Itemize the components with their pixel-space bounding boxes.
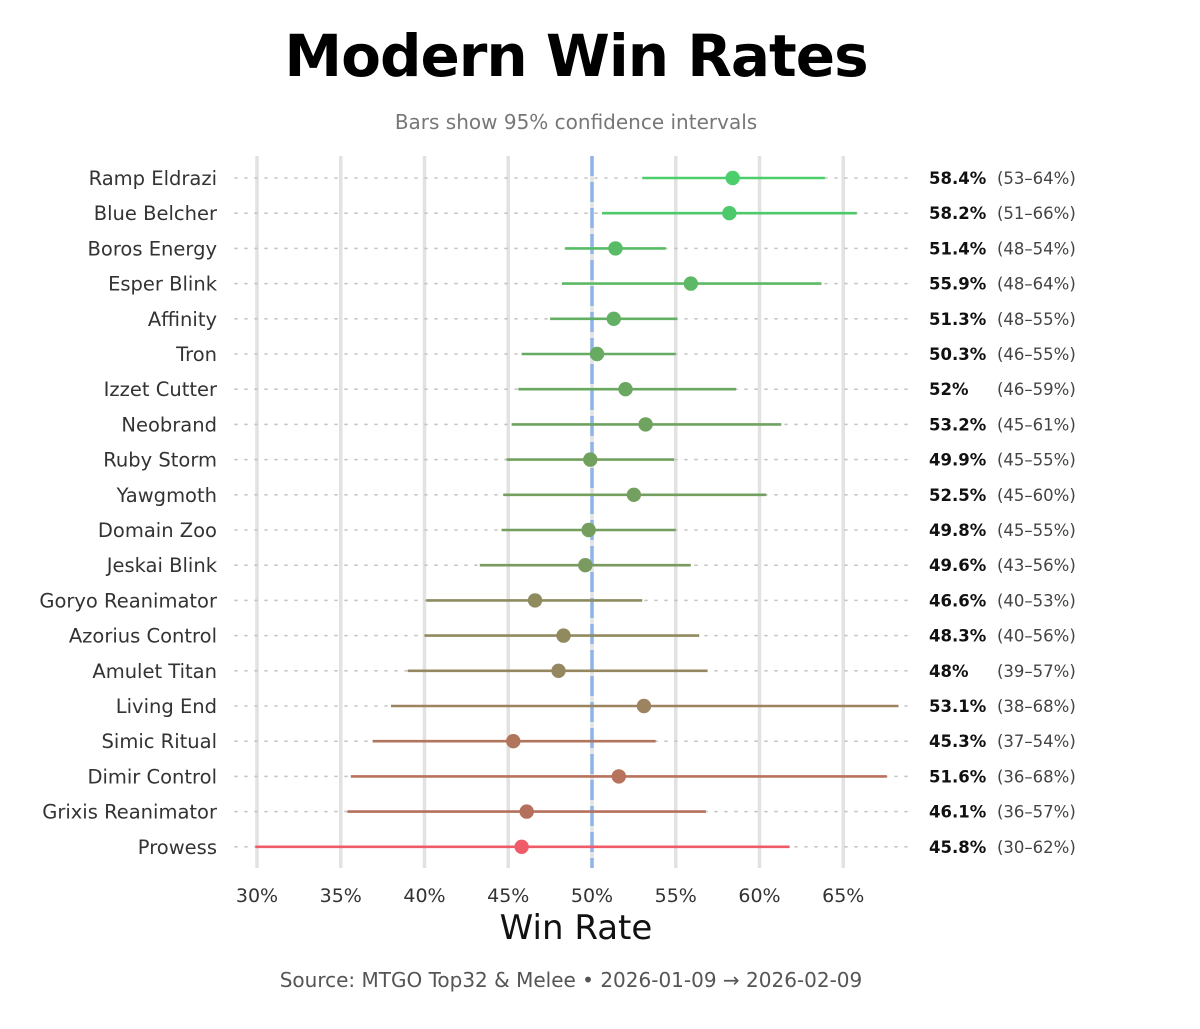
category-label: Grixis Reanimator <box>42 801 218 824</box>
point-estimate <box>611 769 626 784</box>
category-label: Azorius Control <box>69 625 217 648</box>
point-estimate <box>606 311 621 326</box>
point-estimate <box>636 698 652 714</box>
category-label: Boros Energy <box>88 237 217 260</box>
ci-label: (46–59%) <box>997 380 1076 399</box>
source-caption: Source: MTGO Top32 & Melee • 2026-01-09 … <box>279 968 863 992</box>
value-label: 46.6% <box>929 591 987 610</box>
point-estimate <box>683 276 699 291</box>
value-label: 52.5% <box>929 486 987 505</box>
category-label: Izzet Cutter <box>104 378 218 401</box>
point-estimate <box>626 487 642 502</box>
ci-label: (45–61%) <box>997 415 1076 434</box>
point-estimate <box>589 346 605 362</box>
point-estimate <box>519 804 534 819</box>
point-estimate <box>527 593 543 608</box>
x-axis-label: Win Rate <box>499 908 653 948</box>
x-tick-label: 50% <box>571 885 613 907</box>
x-tick-label: 55% <box>655 885 697 907</box>
category-label: Living End <box>116 695 217 718</box>
value-label: 53.1% <box>929 697 987 716</box>
ci-label: (45–55%) <box>997 451 1076 470</box>
ci-label: (36–68%) <box>997 767 1076 786</box>
x-tick-label: 40% <box>403 885 445 907</box>
point-estimate <box>725 170 740 186</box>
point-estimate <box>722 206 737 221</box>
value-label: 52% <box>929 380 969 399</box>
category-label: Esper Blink <box>108 273 218 296</box>
ci-label: (46–55%) <box>997 345 1076 364</box>
category-label: Amulet Titan <box>92 660 217 683</box>
ci-label: (43–56%) <box>997 556 1076 575</box>
value-label: 46.1% <box>929 803 987 822</box>
value-label: 49.9% <box>929 451 987 470</box>
chart-subtitle: Bars show 95% confidence intervals <box>394 110 758 134</box>
category-label: Blue Belcher <box>94 202 218 225</box>
value-label: 51.4% <box>929 239 987 258</box>
point-estimate <box>618 382 633 397</box>
category-label: Jeskai Blink <box>105 554 218 577</box>
category-label: Yawgmoth <box>116 484 217 507</box>
value-label: 53.2% <box>929 415 987 434</box>
ci-label: (51–66%) <box>997 204 1076 223</box>
ci-label: (48–54%) <box>997 239 1076 258</box>
category-label: Affinity <box>148 308 217 331</box>
value-label: 58.4% <box>929 169 987 188</box>
value-label: 48% <box>929 662 969 681</box>
row-layer: Ramp Eldrazi 58.4% (53–64%) Blue Belcher 58.… <box>39 167 1075 859</box>
x-tick-label: 60% <box>738 885 780 907</box>
value-label: 45.8% <box>929 838 987 857</box>
ci-label: (40–53%) <box>997 591 1076 610</box>
category-label: Prowess <box>138 836 217 859</box>
value-label: 51.3% <box>929 310 987 329</box>
category-label: Domain Zoo <box>98 519 217 542</box>
point-estimate <box>578 558 593 573</box>
grid-layer <box>255 156 845 868</box>
ci-label: (37–54%) <box>997 732 1076 751</box>
point-estimate <box>506 734 521 749</box>
ci-label: (40–56%) <box>997 627 1076 646</box>
ci-label: (45–60%) <box>997 486 1076 505</box>
category-label: Simic Ritual <box>102 730 217 753</box>
category-label: Goryo Reanimator <box>39 589 218 612</box>
point-estimate <box>581 522 596 538</box>
ci-label: (48–64%) <box>997 275 1076 294</box>
ci-label: (39–57%) <box>997 662 1076 681</box>
ci-label: (36–57%) <box>997 803 1076 822</box>
ci-label: (38–68%) <box>997 697 1076 716</box>
value-label: 45.3% <box>929 732 987 751</box>
x-tick-label: 35% <box>320 885 362 907</box>
ci-label: (30–62%) <box>997 838 1076 857</box>
value-label: 49.6% <box>929 556 987 575</box>
point-estimate <box>638 417 653 432</box>
value-label: 51.6% <box>929 767 987 786</box>
value-label: 58.2% <box>929 204 987 223</box>
x-tick-label: 65% <box>822 885 864 907</box>
category-label: Neobrand <box>121 413 217 436</box>
chart-title: Modern Win Rates <box>284 22 868 90</box>
value-label: 49.8% <box>929 521 987 540</box>
point-estimate <box>556 628 571 643</box>
category-label: Ramp Eldrazi <box>89 167 217 190</box>
category-label: Tron <box>175 343 217 366</box>
point-estimate <box>583 452 598 467</box>
value-label: 48.3% <box>929 627 987 646</box>
value-label: 50.3% <box>929 345 987 364</box>
x-tick-label: 30% <box>236 885 278 907</box>
point-estimate <box>514 839 529 854</box>
point-estimate <box>551 663 566 678</box>
category-label: Ruby Storm <box>103 449 217 472</box>
point-estimate <box>608 241 623 256</box>
x-tick-label: 45% <box>487 885 529 907</box>
ci-label: (53–64%) <box>997 169 1076 188</box>
ci-label: (45–55%) <box>997 521 1076 540</box>
value-label: 55.9% <box>929 275 987 294</box>
marks-layer <box>255 170 899 854</box>
category-label: Dimir Control <box>87 765 217 788</box>
x-axis-ticks: 30% 35% 40% 45% 50% 55% 60% 65% <box>236 885 864 907</box>
ci-label: (48–55%) <box>997 310 1076 329</box>
